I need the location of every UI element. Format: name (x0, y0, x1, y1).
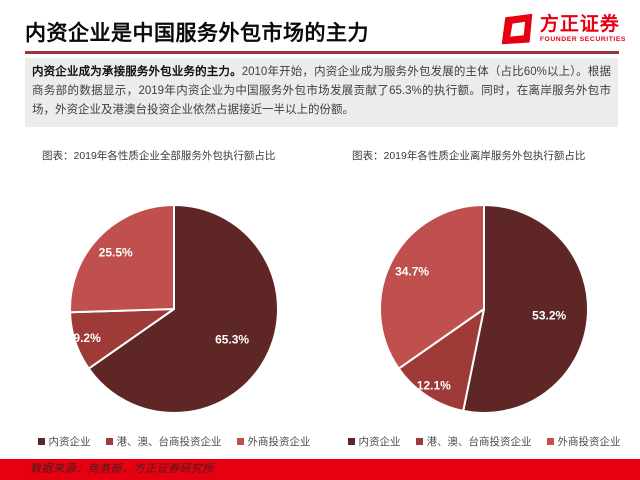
pie-slice-3 (69, 204, 175, 314)
legend-item-label: 港、澳、台商投资企业 (116, 436, 222, 448)
chart-legend: 内资企业 港、澳、台商投资企业 外商投资企业 (28, 434, 320, 449)
logo-name-cn: 方正证券 (539, 13, 620, 35)
summary-lead-sentence: 内资企业成为承接服务外包业务的主力。 (32, 66, 242, 78)
summary-body-text: 2010年开始，内资企业成为服务外包发展的主体（占比60%以上）。根据商务部的数… (32, 66, 611, 116)
pie-data-label: 65.3% (215, 332, 249, 346)
legend-item: 内资企业 (347, 434, 401, 449)
legend-item: 外商投资企业 (546, 434, 621, 449)
pie-data-label: 53.2% (532, 309, 566, 323)
chart-panel-offshore-outsourcing: 图表：2019年各性质企业离岸服务外包执行额占比 53.2% 12.1% 34.7%… (338, 148, 630, 449)
pie-svg: 65.3% 9.2% 25.5% (69, 204, 279, 414)
pie-slice-1 (462, 204, 589, 414)
founder-square-logo-icon (501, 13, 533, 45)
legend-item-label: 外商投资企业 (247, 436, 311, 448)
legend-marker-icon (37, 438, 45, 445)
pie-data-label: 12.1% (417, 379, 451, 393)
pie-chart-total-outsourcing: 65.3% 9.2% 25.5% (59, 194, 289, 424)
company-logo: 方正证券 FOUNDER SECURITIES (499, 11, 626, 47)
legend-item-label: 外商投资企业 (557, 436, 621, 448)
chart-legend: 内资企业 港、澳、台商投资企业 外商投资企业 (338, 434, 630, 449)
legend-item-label: 港、澳、台商投资企业 (426, 436, 532, 448)
legend-item: 港、澳、台商投资企业 (415, 434, 532, 449)
logo-text: 方正证券 FOUNDER SECURITIES (540, 15, 626, 44)
pie-slice-2 (397, 308, 485, 412)
legend-item: 内资企业 (37, 434, 91, 449)
title-underline-rule (25, 51, 619, 54)
data-source-note: 数据来源：商务部，方正证券研究所 (30, 463, 214, 475)
legend-item: 外商投资企业 (236, 434, 311, 449)
legend-marker-icon (105, 438, 113, 445)
pie-slice-3 (379, 204, 485, 370)
pie-data-label: 25.5% (99, 246, 133, 260)
legend-marker-icon (236, 438, 244, 445)
summary-paragraph: 内资企业成为承接服务外包业务的主力。2010年开始，内资企业成为服务外包发展的主… (25, 58, 618, 127)
pie-data-label: 9.2% (73, 331, 101, 345)
chart-panel-total-outsourcing: 图表：2019年各性质企业全部服务外包执行额占比 65.3% 9.2% 25.5% … (28, 148, 320, 449)
chart-title: 图表：2019年各性质企业离岸服务外包执行额占比 (352, 150, 586, 162)
pie-svg: 53.2% 12.1% 34.7% (379, 204, 589, 414)
legend-marker-icon (546, 438, 554, 445)
chart-title: 图表：2019年各性质企业全部服务外包执行额占比 (42, 150, 276, 162)
legend-item-label: 内资企业 (48, 436, 91, 448)
pie-chart-offshore-outsourcing: 53.2% 12.1% 34.7% (369, 194, 599, 424)
pie-slice-1 (87, 204, 279, 414)
legend-item-label: 内资企业 (358, 436, 401, 448)
legend-marker-icon (415, 438, 423, 445)
footer-bar: 数据来源：商务部，方正证券研究所 (0, 459, 640, 480)
legend-item: 港、澳、台商投资企业 (105, 434, 222, 449)
legend-marker-icon (347, 438, 355, 445)
pie-data-label: 34.7% (395, 265, 429, 279)
logo-name-en: FOUNDER SECURITIES (539, 35, 626, 43)
page-title: 内资企业是中国服务外包市场的主力 (25, 22, 369, 45)
